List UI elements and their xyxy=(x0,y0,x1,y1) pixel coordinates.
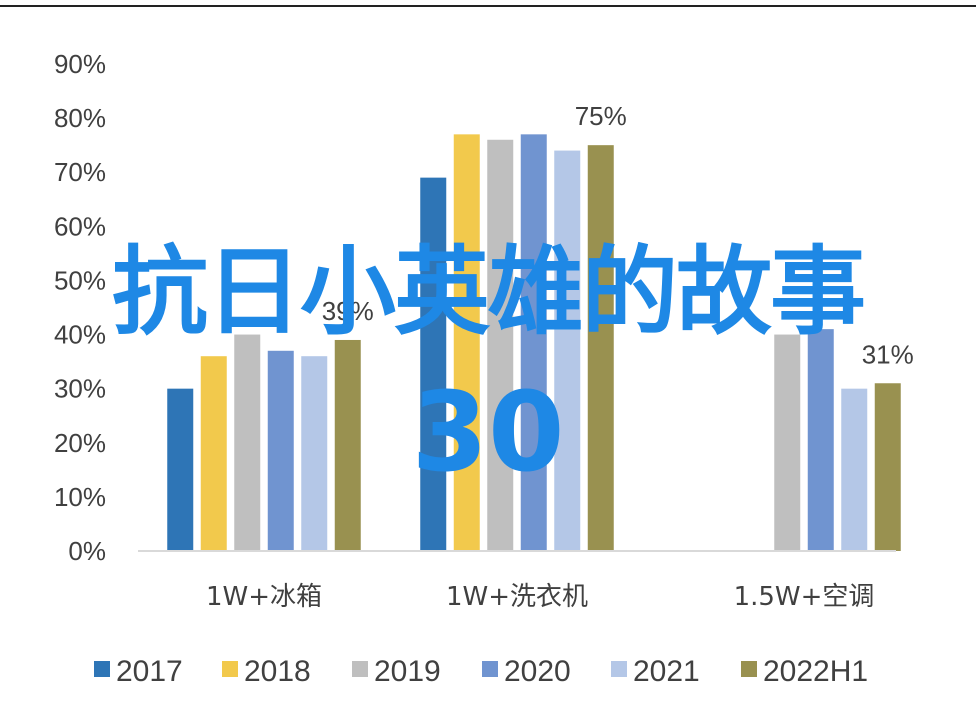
y-tick-label: 50% xyxy=(54,265,106,295)
y-tick-label: 30% xyxy=(54,374,106,404)
x-category-label: 1.5W+空调 xyxy=(734,582,875,612)
bar-2020-2 xyxy=(807,329,834,551)
bar-2021-1 xyxy=(554,150,581,552)
y-tick-label: 40% xyxy=(54,320,106,350)
y-tick-label: 0% xyxy=(68,536,106,566)
y-axis: 0% 10% 20% 30% 40% 50% 60% 70% 80% 90% xyxy=(54,49,106,566)
data-label: 31% xyxy=(862,339,914,369)
legend-swatch-2020 xyxy=(482,661,498,677)
bars xyxy=(167,134,901,552)
y-tick-label: 10% xyxy=(54,482,106,512)
bar-2018-0 xyxy=(200,356,227,551)
legend-swatch-2021 xyxy=(611,661,627,677)
y-tick-label: 20% xyxy=(54,428,106,458)
legend-label: 2022H1 xyxy=(763,655,868,688)
y-tick-label: 70% xyxy=(54,157,106,187)
legend-swatch-2017 xyxy=(94,661,110,677)
x-category-label: 1W+洗衣机 xyxy=(446,582,588,612)
legend-label: 2018 xyxy=(244,655,311,688)
bar-2022H1-0 xyxy=(334,339,361,551)
data-label: 75% xyxy=(575,101,627,131)
x-category-label: 1W+冰箱 xyxy=(206,582,322,612)
legend-label: 2019 xyxy=(374,655,441,688)
x-axis: 1W+冰箱 1W+洗衣机 1.5W+空调 xyxy=(206,582,874,612)
bar-2020-1 xyxy=(520,134,547,551)
bar-2022H1-1 xyxy=(587,145,614,551)
data-labels: 39% 75% 31% xyxy=(322,101,914,369)
y-tick-label: 90% xyxy=(54,49,106,79)
bar-2017-0 xyxy=(167,388,194,551)
legend-swatch-2022H1 xyxy=(741,661,757,677)
legend-label: 2017 xyxy=(116,655,183,688)
legend: 2017 2018 2019 2020 2021 2022H1 xyxy=(94,655,868,688)
legend-label: 2020 xyxy=(504,655,571,688)
bar-2019-2 xyxy=(774,334,801,551)
y-tick-label: 60% xyxy=(54,211,106,241)
legend-swatch-2019 xyxy=(352,661,368,677)
bar-2022H1-2 xyxy=(874,383,901,551)
bar-2021-0 xyxy=(301,356,328,551)
bar-2018-1 xyxy=(453,134,480,551)
legend-swatch-2018 xyxy=(222,661,238,677)
bar-2019-1 xyxy=(487,139,514,551)
bar-2017-1 xyxy=(420,177,447,551)
bar-2021-2 xyxy=(841,388,868,551)
data-label: 39% xyxy=(322,296,374,326)
bar-2019-0 xyxy=(234,334,261,551)
legend-label: 2021 xyxy=(633,655,700,688)
bar-2020-0 xyxy=(267,350,294,551)
y-tick-label: 80% xyxy=(54,103,106,133)
